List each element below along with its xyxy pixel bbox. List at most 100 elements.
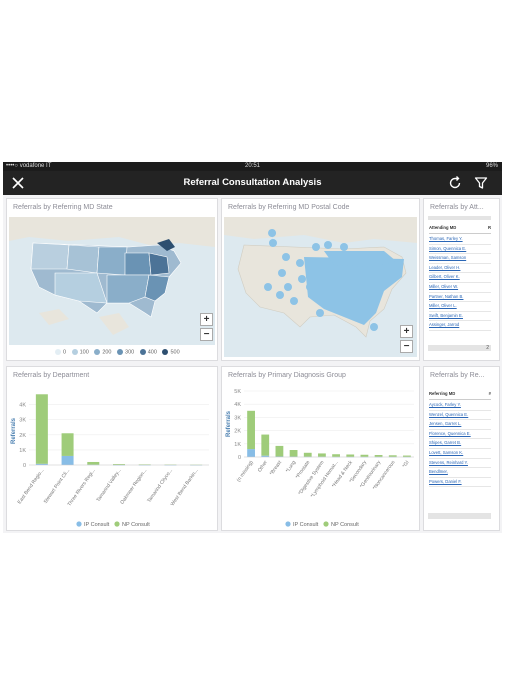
y-tick-label: 2K xyxy=(19,433,26,439)
y-tick-label: 0 xyxy=(238,455,241,461)
table-header: Attending MD R xyxy=(429,223,491,234)
table-row-link[interactable]: Powers, Daniel F. xyxy=(429,477,491,488)
horizontal-scrollbar[interactable] xyxy=(428,513,491,519)
panel-title: Referrals by Referring MD State xyxy=(13,204,113,211)
bar-np-consult[interactable] xyxy=(403,455,411,457)
x-tick-label: West Bend Barkin... xyxy=(170,468,200,508)
table-row-link[interactable]: Stevens, Reinhard Y. xyxy=(429,458,491,469)
panel-postal-map: Referrals by Referring MD Postal Code + … xyxy=(221,198,420,361)
table-row-link[interactable]: Wenzel, Quennica E. xyxy=(429,410,491,421)
bar-np-consult[interactable] xyxy=(138,464,151,465)
table-row-link[interactable]: Florence, Quennica E. xyxy=(429,429,491,440)
panel-attending-table: Referrals by Att... Attending MD R Thoma… xyxy=(423,198,500,361)
zoom-in-button[interactable]: + xyxy=(200,313,213,326)
bar-np-consult[interactable] xyxy=(318,453,326,457)
table-row-link[interactable]: Assinger, Jarrod xyxy=(429,320,491,331)
legend-label: 400 xyxy=(147,349,157,356)
postal-map[interactable]: + − xyxy=(224,217,417,357)
x-tick-label: Oakmeer Region... xyxy=(119,468,148,506)
state-map[interactable]: + − xyxy=(9,217,215,345)
bar-np-consult[interactable] xyxy=(275,445,284,457)
table-row-link[interactable]: Shipes, Garret B. xyxy=(429,438,491,449)
y-tick-label: 4K xyxy=(19,403,26,409)
table-row-link[interactable]: Weissman, Samson xyxy=(429,253,491,264)
close-icon[interactable] xyxy=(10,175,26,191)
legend-label: 500 xyxy=(170,349,180,356)
legend-swatch xyxy=(114,521,120,527)
bar-ip-consult[interactable] xyxy=(61,455,74,465)
table-row-link[interactable]: Gilbert, Oliver K. xyxy=(429,272,491,283)
x-tick-label: East Bend Regio... xyxy=(17,468,46,506)
table-row-link[interactable]: Thomas, Farley Y. xyxy=(429,234,491,245)
y-tick-label: 4K xyxy=(234,402,241,408)
x-tick-label: Tamarind Cityco... xyxy=(146,468,174,504)
bar-np-consult[interactable] xyxy=(374,455,383,457)
bar-np-consult[interactable] xyxy=(303,452,312,457)
legend-label: NP Consult xyxy=(331,522,359,528)
battery-text: 96% xyxy=(485,163,498,169)
table-row-link[interactable]: Lovett, Samson K. xyxy=(429,448,491,459)
bar-np-consult[interactable] xyxy=(346,454,355,457)
legend-swatch xyxy=(323,521,329,527)
x-tick-label: *GI xyxy=(401,460,410,469)
bar-ip-consult[interactable] xyxy=(35,463,48,465)
column-header: # xyxy=(488,391,491,396)
x-tick-label: Other xyxy=(257,459,269,473)
legend-swatch xyxy=(55,349,61,355)
table-row-link[interactable]: Miller, Oliver L. xyxy=(429,301,491,312)
bar-np-consult[interactable] xyxy=(87,461,100,465)
column-header: Referring MD xyxy=(429,391,456,396)
bar-ip-consult[interactable] xyxy=(261,455,270,457)
x-tick-label: Stewart Point Cli... xyxy=(43,468,72,505)
zoom-in-button[interactable]: + xyxy=(400,325,413,338)
clock-text: 20:51 xyxy=(244,163,260,169)
zoom-out-button[interactable]: − xyxy=(200,328,213,341)
column-header: R xyxy=(487,225,491,230)
legend-label: 100 xyxy=(79,349,89,356)
bar-np-consult[interactable] xyxy=(289,450,298,457)
x-tick-label: (n missing) xyxy=(236,459,255,483)
refresh-icon[interactable] xyxy=(447,175,463,191)
x-tick-label: Three Rivers Regi... xyxy=(67,468,97,508)
bar-np-consult[interactable] xyxy=(360,454,369,457)
legend-label: IP Consult xyxy=(293,522,319,528)
legend-label: 200 xyxy=(102,349,112,356)
table-row-link[interactable]: Leader, Oliver H. xyxy=(429,263,491,274)
table-row-link[interactable]: Jensen, Garret L. xyxy=(429,419,491,430)
bar-np-consult[interactable] xyxy=(332,454,340,457)
panel-department-chart: Referrals by Department 0 1K 2K 3K 4K Referra… xyxy=(6,366,218,531)
table-row-link[interactable]: Bendlmer, xyxy=(429,467,491,478)
bar-np-consult[interactable] xyxy=(261,434,270,456)
table-row-link[interactable]: Partner, Nathan B. xyxy=(429,292,491,303)
panel-referring-table: Referrals by Re... Referring MD # Aycock… xyxy=(423,366,500,531)
map-legend: 0 100 200 300 400 500 xyxy=(51,349,180,355)
panel-title: Referrals by Department xyxy=(13,372,90,379)
postal-map-graphic xyxy=(224,217,417,357)
bar-np-consult[interactable] xyxy=(61,433,74,456)
bar-np-consult[interactable] xyxy=(247,410,255,450)
filter-icon[interactable] xyxy=(473,175,489,191)
legend-label: 300 xyxy=(125,349,135,356)
horizontal-scrollbar[interactable]: 2 xyxy=(428,345,491,351)
ipad-screen: ••••○ vodafone IT 20:51 96% Referral Con… xyxy=(3,162,502,533)
diagnosis-chart: 0 1K 2K 3K 4K 5K Referrals (n missing) Other *Bre… xyxy=(226,389,414,528)
legend-label: IP Consult xyxy=(84,522,110,528)
zoom-out-button[interactable]: − xyxy=(400,340,413,353)
bar-ip-consult[interactable] xyxy=(247,449,255,457)
y-tick-label: 5K xyxy=(234,389,241,395)
legend-swatch xyxy=(117,349,124,355)
legend-swatch xyxy=(94,349,101,355)
y-tick-label: 1K xyxy=(19,448,26,454)
legend-swatch xyxy=(162,349,169,355)
table-row-link[interactable]: Aycock, Farley Y. xyxy=(429,400,491,411)
table-row-link[interactable]: Simon, Quennica E. xyxy=(429,244,491,255)
horizontal-scrollbar[interactable] xyxy=(428,216,491,220)
table-row-link[interactable]: Swift, Benjamin E. xyxy=(429,311,491,322)
y-tick-label: 1K xyxy=(234,442,241,448)
bar-np-consult[interactable] xyxy=(388,455,397,457)
bar-np-consult[interactable] xyxy=(113,464,125,465)
x-tick-label: *Lung xyxy=(285,460,298,474)
bar-np-consult[interactable] xyxy=(35,394,48,464)
table-row-link[interactable]: Miller, Oliver W. xyxy=(429,282,491,293)
panel-diagnosis-chart: Referrals by Primary Diagnosis Group 0 1K… xyxy=(221,366,420,531)
